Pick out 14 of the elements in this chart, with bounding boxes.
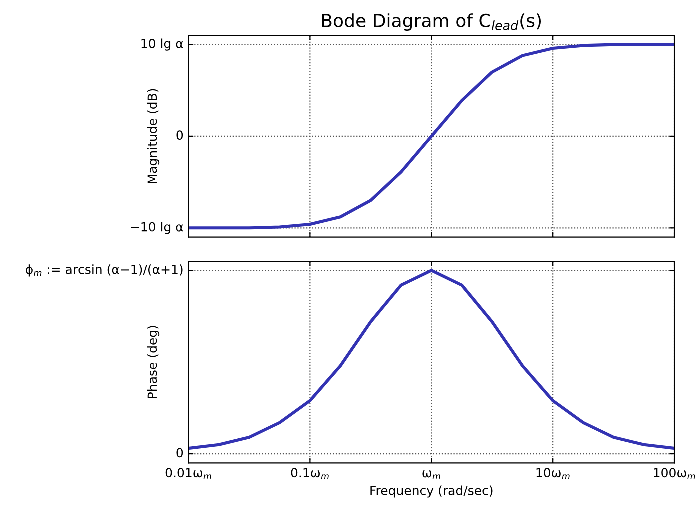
x-tick-label: 10ω$_{m}$	[536, 468, 570, 480]
x-axis-title: Frequency (rad/sec)	[370, 486, 493, 498]
text: 0	[176, 130, 184, 140]
x-tick-label: ω$_{m}$	[422, 470, 440, 480]
text: ϕ$_{m}$ := arcsin (α−1)/(α+1)	[26, 264, 183, 277]
chart-title: Bode Diagram of C$_{lead}$(s)	[322, 14, 542, 32]
y-axis-title: Magnitude (dB)	[147, 89, 160, 184]
x-tick-label: 100ω$_{m}$	[654, 468, 696, 480]
x-tick-label: 0.1ω$_{m}$	[291, 468, 329, 480]
text: 10 lg α	[142, 38, 184, 51]
text: −10 lg α	[131, 222, 184, 234]
text: 0	[176, 448, 184, 458]
y-axis-title: Phase (deg)	[147, 326, 160, 398]
x-tick-label: 0.01ω$_{m}$	[166, 468, 212, 480]
